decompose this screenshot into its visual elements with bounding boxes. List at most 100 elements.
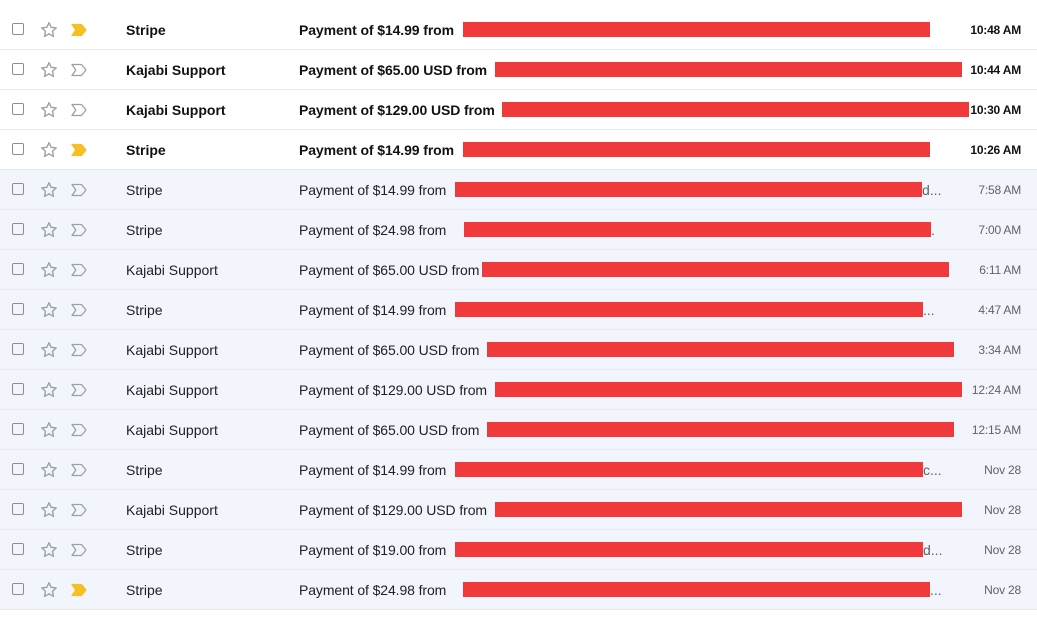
- important-marker-icon[interactable]: [70, 263, 88, 277]
- important-marker-icon[interactable]: [70, 63, 88, 77]
- star-icon[interactable]: [39, 60, 59, 80]
- star-icon[interactable]: [39, 580, 59, 600]
- email-row[interactable]: Stripe Payment of $24.98 from . 7:00 AM: [0, 210, 1037, 250]
- email-subject: Payment of $129.00 USD from: [299, 502, 487, 518]
- email-row[interactable]: Stripe Payment of $19.00 from d... Nov 2…: [0, 530, 1037, 570]
- star-icon[interactable]: [39, 300, 59, 320]
- email-row[interactable]: Kajabi Support Payment of $129.00 USD fr…: [0, 490, 1037, 530]
- sender-name: Stripe: [126, 582, 163, 598]
- important-marker-icon[interactable]: [70, 143, 88, 157]
- select-checkbox[interactable]: [12, 343, 24, 355]
- select-checkbox[interactable]: [12, 183, 24, 195]
- select-checkbox[interactable]: [12, 63, 24, 75]
- received-time: Nov 28: [984, 463, 1021, 477]
- important-marker-icon[interactable]: [70, 583, 88, 597]
- important-marker-icon[interactable]: [70, 103, 88, 117]
- select-checkbox[interactable]: [12, 303, 24, 315]
- email-subject: Payment of $65.00 USD from: [299, 422, 480, 438]
- important-marker-icon[interactable]: [70, 223, 88, 237]
- sender-name: Kajabi Support: [126, 422, 218, 438]
- sender-name: Stripe: [126, 222, 163, 238]
- important-marker-icon[interactable]: [70, 543, 88, 557]
- email-subject: Payment of $65.00 USD from: [299, 342, 480, 358]
- select-checkbox[interactable]: [12, 103, 24, 115]
- sender-name: Kajabi Support: [126, 502, 218, 518]
- email-row[interactable]: Kajabi Support Payment of $65.00 USD fro…: [0, 50, 1037, 90]
- select-checkbox[interactable]: [12, 423, 24, 435]
- email-row[interactable]: Kajabi Support Payment of $65.00 USD fro…: [0, 330, 1037, 370]
- star-icon[interactable]: [39, 340, 59, 360]
- important-marker-icon[interactable]: [70, 183, 88, 197]
- redacted-text: [487, 342, 954, 357]
- important-marker-icon[interactable]: [70, 463, 88, 477]
- sender-name: Stripe: [126, 182, 163, 198]
- select-checkbox[interactable]: [12, 543, 24, 555]
- snippet-ellipsis: .: [931, 222, 935, 238]
- sender-name: Kajabi Support: [126, 382, 218, 398]
- email-row[interactable]: Stripe Payment of $14.99 from c... Nov 2…: [0, 450, 1037, 490]
- email-row[interactable]: Stripe Payment of $24.98 from ... Nov 28: [0, 570, 1037, 610]
- important-marker-icon[interactable]: [70, 303, 88, 317]
- snippet-ellipsis: ...: [923, 302, 935, 318]
- email-row[interactable]: Kajabi Support Payment of $129.00 USD fr…: [0, 90, 1037, 130]
- select-checkbox[interactable]: [12, 583, 24, 595]
- email-row[interactable]: Kajabi Support Payment of $129.00 USD fr…: [0, 370, 1037, 410]
- important-marker-icon[interactable]: [70, 423, 88, 437]
- received-time: 4:47 AM: [978, 303, 1021, 317]
- select-checkbox[interactable]: [12, 463, 24, 475]
- star-icon[interactable]: [39, 260, 59, 280]
- received-time: 3:34 AM: [978, 343, 1021, 357]
- received-time: 10:44 AM: [970, 63, 1021, 77]
- select-checkbox[interactable]: [12, 223, 24, 235]
- email-row[interactable]: Stripe Payment of $14.99 from d... 7:58 …: [0, 170, 1037, 210]
- email-row[interactable]: Kajabi Support Payment of $65.00 USD fro…: [0, 250, 1037, 290]
- select-checkbox[interactable]: [12, 383, 24, 395]
- sender-name: Kajabi Support: [126, 62, 226, 78]
- star-icon[interactable]: [39, 540, 59, 560]
- received-time: 10:26 AM: [970, 143, 1021, 157]
- snippet-ellipsis: ...: [930, 582, 942, 598]
- email-row[interactable]: Kajabi Support Payment of $65.00 USD fro…: [0, 410, 1037, 450]
- redacted-text: [455, 302, 923, 317]
- select-checkbox[interactable]: [12, 143, 24, 155]
- email-subject: Payment of $19.00 from: [299, 542, 447, 558]
- select-checkbox[interactable]: [12, 23, 24, 35]
- star-icon[interactable]: [39, 20, 59, 40]
- received-time: 12:24 AM: [971, 383, 1021, 397]
- star-icon[interactable]: [39, 420, 59, 440]
- email-row[interactable]: Stripe Payment of $14.99 from 10:48 AM: [0, 10, 1037, 50]
- redacted-text: [455, 462, 923, 477]
- important-marker-icon[interactable]: [70, 383, 88, 397]
- received-time: Nov 28: [984, 583, 1021, 597]
- star-icon[interactable]: [39, 100, 59, 120]
- star-icon[interactable]: [39, 500, 59, 520]
- snippet-ellipsis: d...: [922, 182, 942, 198]
- email-row[interactable]: Stripe Payment of $14.99 from 10:26 AM: [0, 130, 1037, 170]
- sender-name: Kajabi Support: [126, 342, 218, 358]
- star-icon[interactable]: [39, 380, 59, 400]
- sender-name: Stripe: [126, 542, 163, 558]
- important-marker-icon[interactable]: [70, 343, 88, 357]
- select-checkbox[interactable]: [12, 263, 24, 275]
- email-row[interactable]: Stripe Payment of $14.99 from ... 4:47 A…: [0, 290, 1037, 330]
- email-subject: Payment of $14.99 from: [299, 462, 447, 478]
- email-subject: Payment of $65.00 USD from: [299, 62, 488, 78]
- sender-name: Stripe: [126, 302, 163, 318]
- star-icon[interactable]: [39, 460, 59, 480]
- email-subject: Payment of $14.99 from: [299, 142, 454, 158]
- important-marker-icon[interactable]: [70, 503, 88, 517]
- important-marker-icon[interactable]: [70, 23, 88, 37]
- received-time: 7:00 AM: [978, 223, 1021, 237]
- redacted-text: [495, 502, 962, 517]
- email-subject: Payment of $65.00 USD from: [299, 262, 480, 278]
- email-list: Stripe Payment of $14.99 from 10:48 AM K…: [0, 10, 1037, 610]
- star-icon[interactable]: [39, 180, 59, 200]
- redacted-text: [463, 22, 930, 37]
- select-checkbox[interactable]: [12, 503, 24, 515]
- received-time: Nov 28: [984, 503, 1021, 517]
- sender-name: Kajabi Support: [126, 262, 218, 278]
- star-icon[interactable]: [39, 220, 59, 240]
- redacted-text: [463, 142, 930, 157]
- star-icon[interactable]: [39, 140, 59, 160]
- snippet-ellipsis: c...: [923, 462, 942, 478]
